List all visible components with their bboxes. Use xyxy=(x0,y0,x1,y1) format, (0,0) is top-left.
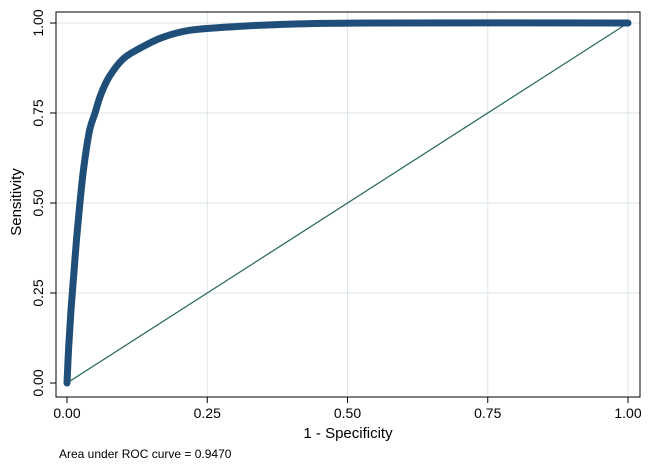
x-tick-labels: 0.00 0.25 0.50 0.75 1.00 xyxy=(53,405,641,421)
y-tick-labels: 0.00 0.25 0.50 0.75 1.00 xyxy=(30,9,46,396)
y-tick-label: 0.00 xyxy=(30,369,46,396)
axes xyxy=(50,11,641,403)
x-tick-label: 0.00 xyxy=(53,405,80,421)
x-tick-label: 1.00 xyxy=(614,405,641,421)
y-axis-title: Sensitivity xyxy=(8,168,25,236)
auc-note: Area under ROC curve = 0.9470 xyxy=(59,447,232,461)
y-tick-label: 0.50 xyxy=(30,189,46,216)
x-tick-label: 0.25 xyxy=(194,405,221,421)
reference-line xyxy=(66,22,629,384)
y-tick-label: 0.75 xyxy=(30,99,46,126)
y-tick-label: 1.00 xyxy=(30,9,46,36)
y-tick-label: 0.25 xyxy=(30,279,46,306)
roc-curve xyxy=(63,19,632,387)
x-tick-label: 0.50 xyxy=(334,405,361,421)
series-layer xyxy=(63,19,632,387)
x-axis-title: 1 - Specificity xyxy=(303,425,393,442)
x-tick-label: 0.75 xyxy=(474,405,501,421)
